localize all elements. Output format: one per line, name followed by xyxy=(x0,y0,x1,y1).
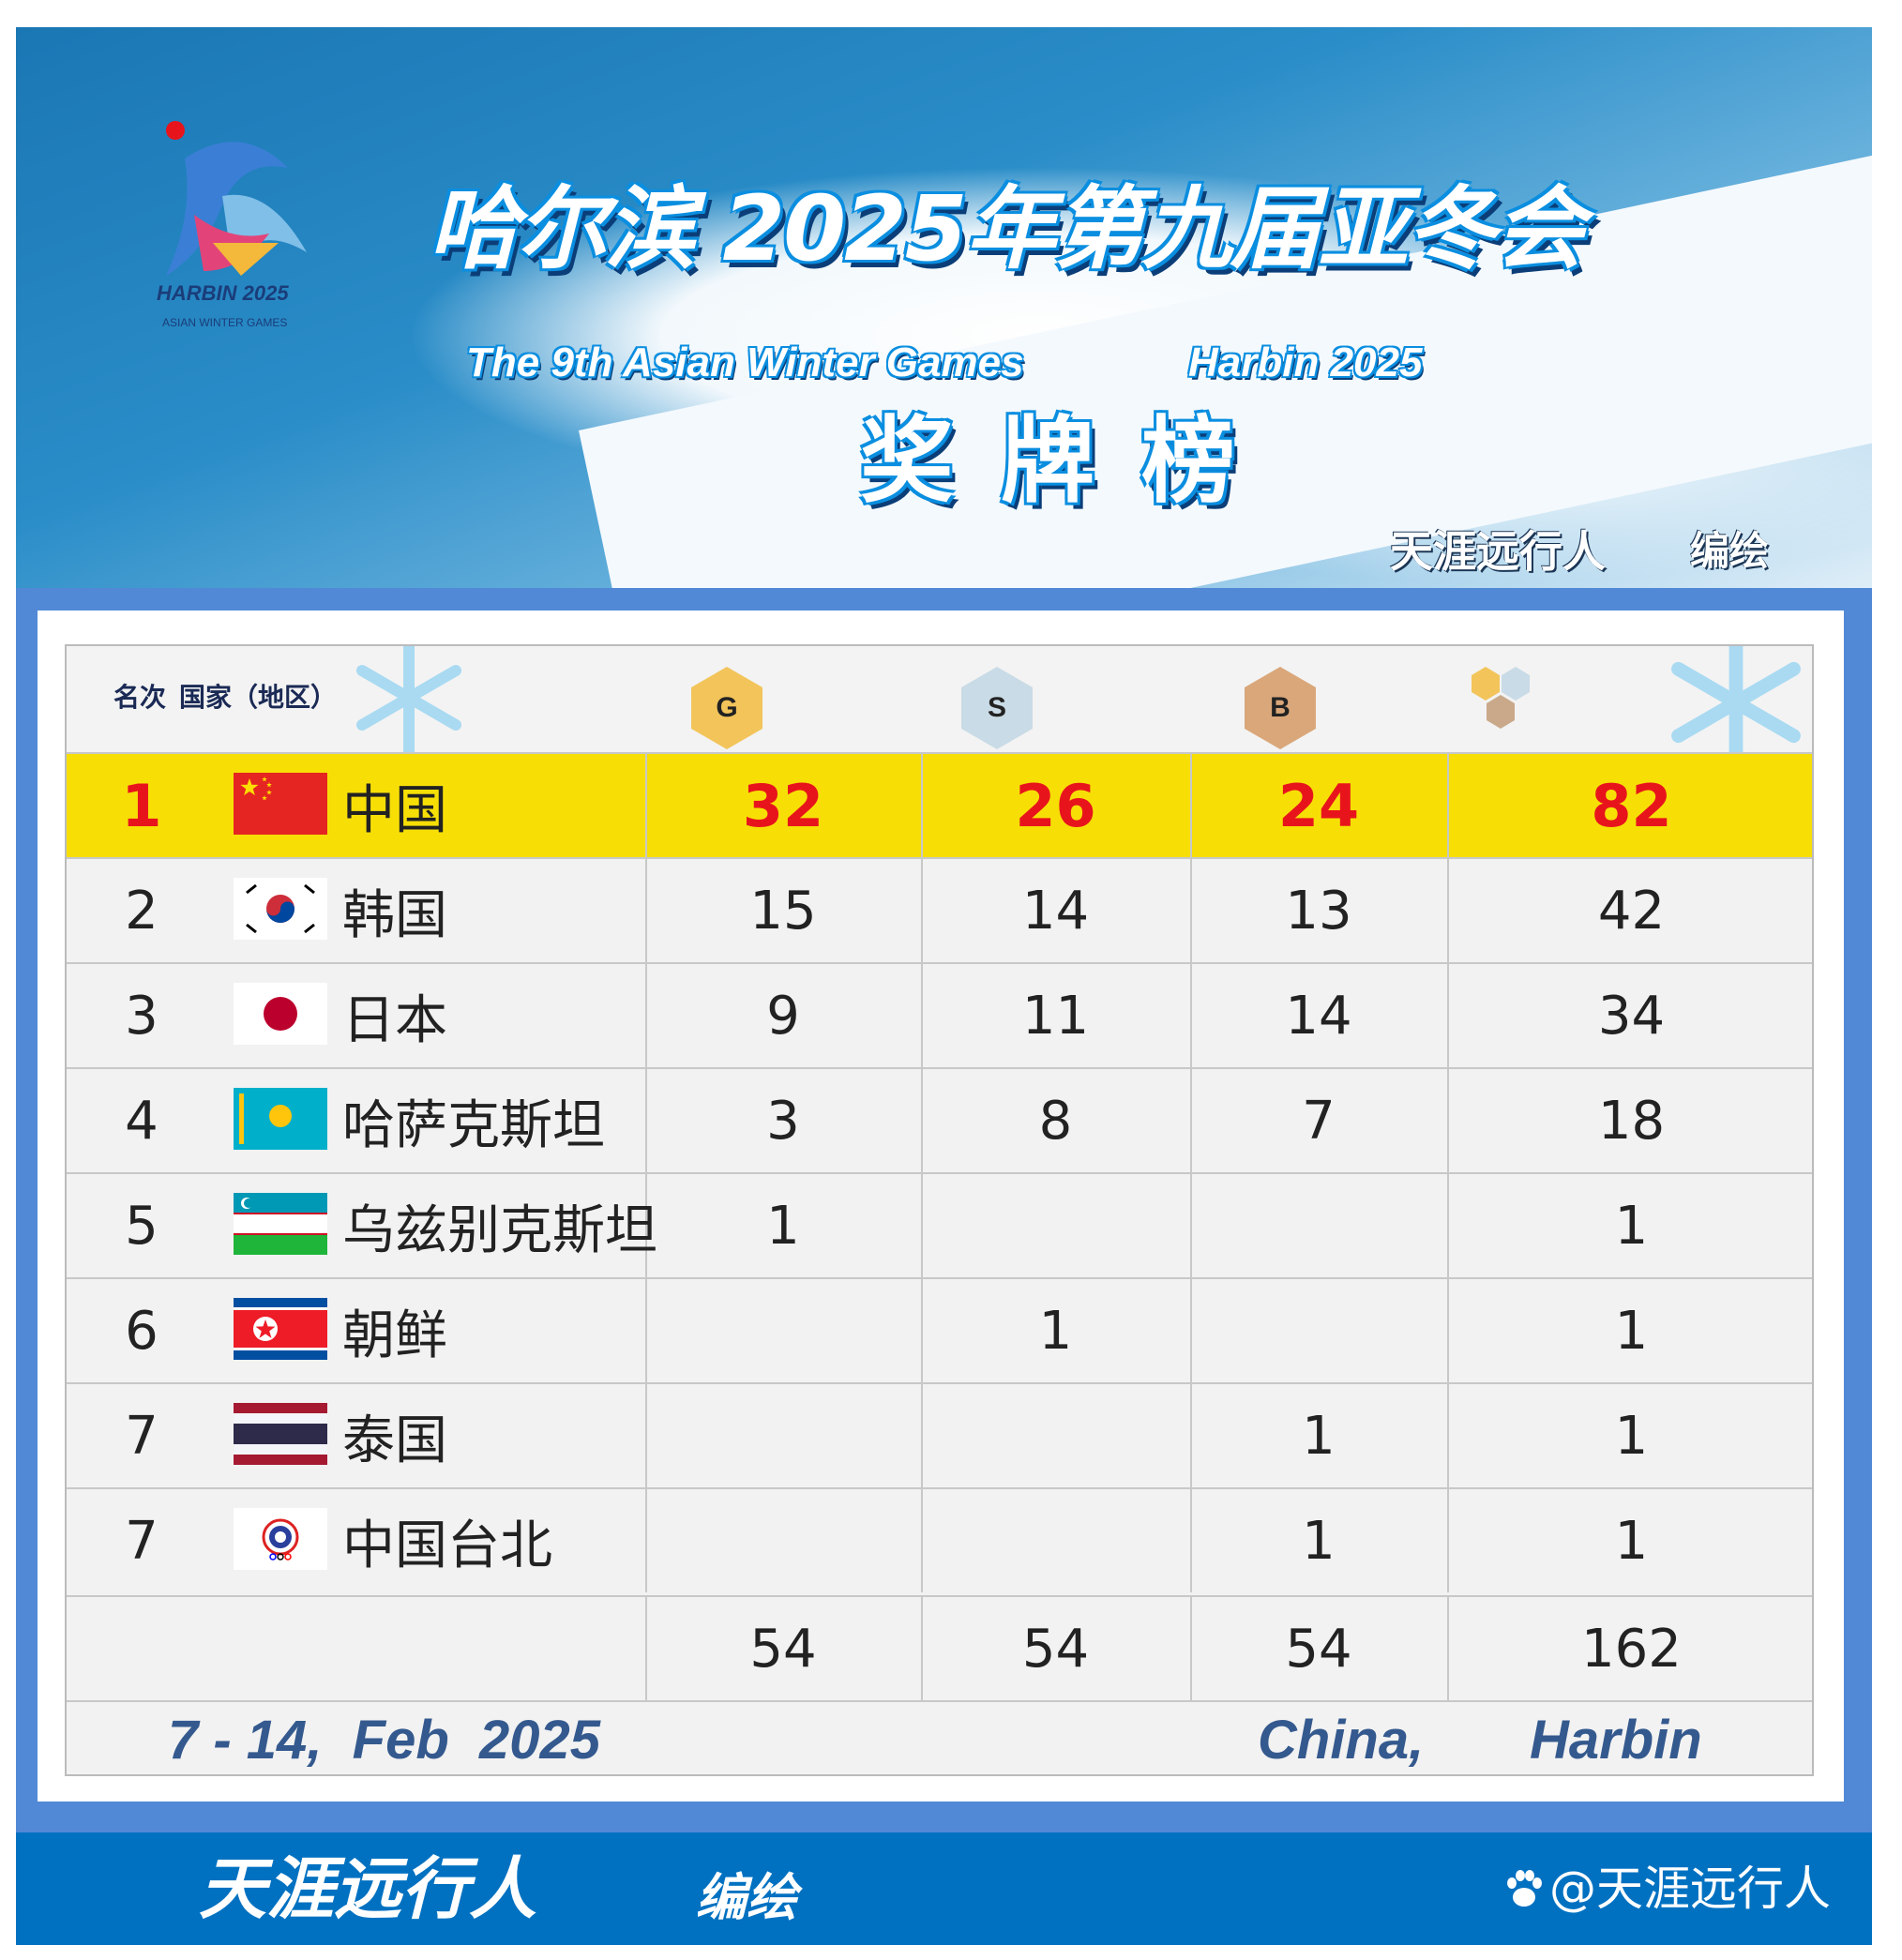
rank: 7 xyxy=(125,1510,158,1572)
total-count: 1 xyxy=(1614,1510,1649,1572)
totals-row: 54 54 54 162 xyxy=(67,1595,1812,1700)
table-row: 2 韩国 15 14 13 42 xyxy=(67,857,1812,962)
silver-count xyxy=(921,1384,1190,1487)
gold-count: 15 xyxy=(749,880,817,942)
bottom-bar: 天涯远行人 编绘 @天涯远行人 xyxy=(16,1832,1872,1945)
country-name: 朝鲜 xyxy=(342,1304,447,1366)
bronze-count: 7 xyxy=(1302,1090,1336,1152)
north-korea-flag-icon xyxy=(234,1298,327,1360)
silver-count xyxy=(921,1489,1190,1592)
country-name: 中国 xyxy=(342,779,447,841)
snowflake-icon xyxy=(1671,646,1801,752)
bronze-count: 13 xyxy=(1285,880,1352,942)
bronze-count xyxy=(1190,1279,1447,1382)
thailand-flag-icon xyxy=(234,1403,327,1465)
banner-author: 天涯远行人 xyxy=(1390,526,1606,577)
bronze-count: 14 xyxy=(1285,985,1352,1047)
table-row: 3 日本 9 11 14 34 xyxy=(67,962,1812,1067)
south-korea-flag-icon xyxy=(234,878,327,940)
rank: 2 xyxy=(125,880,158,942)
total-count: 18 xyxy=(1597,1090,1666,1152)
table-row: 7 中国台北 1 1 xyxy=(67,1487,1812,1592)
chinese-taipei-flag-icon xyxy=(234,1508,327,1570)
medal-cluster-icon xyxy=(1472,667,1547,732)
logo-subtext: ASIAN WINTER GAMES xyxy=(162,316,288,329)
country-header: 国家（地区） xyxy=(179,682,338,713)
bottom-author: 天涯远行人 xyxy=(199,1849,537,1928)
banner-title: 哈尔滨 2025年第九届亚冬会 xyxy=(429,176,1585,281)
table-row: 7 泰国 1 1 xyxy=(67,1382,1812,1487)
total-bronze: 54 xyxy=(1285,1618,1352,1680)
uzbekistan-flag-icon xyxy=(234,1193,327,1255)
table-row: 4 哈萨克斯坦 3 8 7 18 xyxy=(67,1067,1812,1172)
total-gold: 54 xyxy=(749,1618,817,1680)
silver-count: 11 xyxy=(1021,985,1090,1047)
bronze-medal-icon: B xyxy=(1245,667,1316,749)
table-row: 5 乌兹别克斯坦 1 1 xyxy=(67,1172,1812,1277)
banner-subtitle-right: Harbin 2025 xyxy=(1188,339,1423,385)
rank-header: 名次 xyxy=(113,682,167,713)
silver-count: 14 xyxy=(1021,880,1090,942)
gold-count: 3 xyxy=(766,1090,800,1152)
bronze-count: 1 xyxy=(1302,1510,1336,1572)
harbin-2025-logo: HARBIN 2025 ASIAN WINTER GAMES xyxy=(128,102,325,337)
rank: 6 xyxy=(125,1300,158,1362)
event-country: China, xyxy=(1258,1710,1425,1771)
table-row: 1 中国 32 26 24 82 xyxy=(67,752,1812,857)
country-name: 中国台北 xyxy=(342,1515,552,1576)
banner: HARBIN 2025 ASIAN WINTER GAMES 哈尔滨 2025年… xyxy=(16,27,1872,588)
total-count: 34 xyxy=(1597,985,1666,1047)
total-all: 162 xyxy=(1581,1618,1682,1680)
kazakhstan-flag-icon xyxy=(234,1088,327,1150)
table-row: 6 朝鲜 1 1 xyxy=(67,1277,1812,1382)
paw-icon xyxy=(1507,1870,1542,1907)
snowflake-icon xyxy=(356,646,461,752)
japan-flag-icon xyxy=(234,983,327,1045)
country-name: 哈萨克斯坦 xyxy=(342,1094,605,1156)
gold-count xyxy=(645,1279,921,1382)
china-flag-icon xyxy=(234,773,327,835)
rank: 4 xyxy=(125,1090,158,1152)
logo-text: HARBIN 2025 xyxy=(157,281,289,305)
banner-subtitle-left: The 9th Asian Winter Games xyxy=(466,339,1024,385)
silver-count: 26 xyxy=(1015,771,1096,840)
country-name: 韩国 xyxy=(342,884,447,946)
event-dates: 7 - 14, Feb 2025 xyxy=(168,1710,601,1771)
gold-count: 9 xyxy=(766,985,800,1047)
table-footer: 7 - 14, Feb 2025 China, Harbin xyxy=(67,1700,1812,1778)
country-name: 乌兹别克斯坦 xyxy=(342,1199,657,1261)
bottom-role: 编绘 xyxy=(696,1868,797,1927)
silver-count: 1 xyxy=(1038,1300,1073,1362)
total-count: 1 xyxy=(1614,1300,1649,1362)
gold-medal-icon: G xyxy=(691,667,762,749)
country-name: 日本 xyxy=(342,989,447,1051)
rank: 7 xyxy=(125,1405,158,1467)
rank: 1 xyxy=(121,771,162,840)
gold-count xyxy=(645,1489,921,1592)
total-count: 1 xyxy=(1614,1405,1649,1467)
gold-count: 32 xyxy=(742,771,824,840)
watermark-text: @天涯远行人 xyxy=(1549,1862,1831,1916)
bronze-count xyxy=(1190,1174,1447,1277)
total-silver: 54 xyxy=(1021,1618,1090,1680)
bronze-count: 24 xyxy=(1277,771,1360,840)
event-city: Harbin xyxy=(1530,1710,1702,1771)
gold-count xyxy=(645,1384,921,1487)
silver-medal-icon: S xyxy=(961,667,1033,749)
silver-count: 8 xyxy=(1038,1090,1073,1152)
gold-count: 1 xyxy=(766,1195,800,1257)
total-count: 1 xyxy=(1614,1195,1649,1257)
country-name: 泰国 xyxy=(342,1410,447,1471)
watermark: @天涯远行人 xyxy=(1502,1861,1831,1917)
table-header: 名次 国家（地区） G S B xyxy=(67,646,1812,752)
bronze-count: 1 xyxy=(1302,1405,1336,1467)
medal-table-title: 奖牌榜 xyxy=(860,406,1282,516)
rank: 5 xyxy=(125,1195,158,1257)
total-count: 82 xyxy=(1591,771,1672,840)
medal-table: 名次 国家（地区） G S B 1 中国 32 26 24 82 2 韩国 15… xyxy=(65,644,1814,1776)
banner-author-role: 编绘 xyxy=(1690,528,1770,574)
rank: 3 xyxy=(125,985,158,1047)
silver-count xyxy=(921,1174,1190,1277)
total-count: 42 xyxy=(1597,880,1666,942)
